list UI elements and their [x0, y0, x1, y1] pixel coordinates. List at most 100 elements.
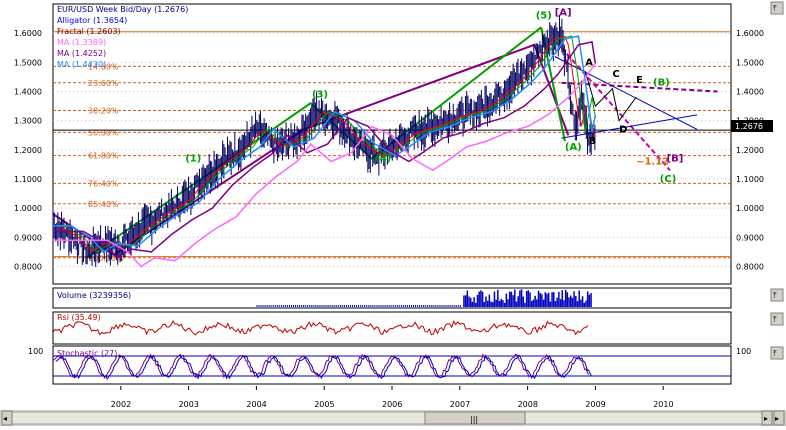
- scroll-left-button[interactable]: [1, 410, 13, 426]
- volume-bar: [485, 296, 487, 307]
- volume-bar: [576, 301, 579, 307]
- volume-bar: [524, 302, 526, 307]
- volume-bar: [556, 297, 558, 307]
- volume-bar: [480, 290, 482, 307]
- volume-bar: [276, 305, 278, 307]
- volume-bar: [495, 299, 497, 307]
- fib-level-label: 38.20%: [88, 106, 119, 115]
- volume-bar: [451, 305, 453, 307]
- wave-label: (A): [565, 142, 582, 153]
- volume-bar: [549, 301, 552, 307]
- price-axis-right[interactable]: 1.60001.50001.40001.30001.20001.10001.00…: [736, 29, 764, 271]
- price-tick-left: 0.9000: [14, 233, 42, 242]
- volume-bar: [514, 289, 516, 307]
- stochastic-panel[interactable]: [52, 345, 732, 385]
- price-tick-left: 1.2000: [14, 146, 42, 155]
- volume-scroll-button[interactable]: ⤒: [770, 288, 784, 302]
- volume-bar: [447, 305, 449, 307]
- purple-projection-line: [561, 81, 718, 93]
- volume-bar: [536, 299, 538, 307]
- rsi-panel[interactable]: [52, 311, 732, 345]
- wave-label: (4): [375, 154, 391, 165]
- volume-bar: [404, 305, 406, 307]
- volume-bar: [425, 305, 427, 307]
- moving-average-line: [53, 41, 597, 259]
- volume-bar: [341, 305, 343, 307]
- volume-bar: [295, 305, 297, 307]
- volume-bar: [356, 305, 358, 307]
- wave-label: (C): [660, 174, 676, 185]
- rsi-scroll-button[interactable]: ⤒: [770, 312, 784, 326]
- volume-bar: [319, 305, 321, 307]
- stochastic-scroll-button[interactable]: ⤒: [770, 346, 784, 360]
- price-tick-left: 1.3000: [14, 117, 42, 126]
- volume-bar: [408, 305, 410, 307]
- wave-label: [B]: [667, 154, 684, 165]
- volume-panel[interactable]: [52, 287, 732, 309]
- volume-bar: [510, 291, 513, 307]
- volume-bar: [547, 292, 550, 307]
- volume-bar: [443, 305, 445, 307]
- volume-bar: [339, 305, 341, 307]
- time-label: 2005: [314, 400, 334, 409]
- volume-bar: [372, 305, 374, 307]
- horizontal-scrollbar[interactable]: ◂ ||| ▸ ▸: [0, 410, 786, 426]
- rsi-label: Rsi (35.49): [57, 313, 101, 322]
- volume-bar: [347, 305, 349, 307]
- zoom-button[interactable]: [773, 410, 785, 426]
- volume-bar: [268, 305, 270, 307]
- volume-bar: [309, 305, 311, 307]
- volume-bar: [299, 305, 301, 307]
- volume-bar: [588, 294, 591, 307]
- volume-bar: [561, 290, 563, 307]
- volume-bar: [258, 305, 260, 307]
- stochastic-label: Stochastic (27): [57, 349, 117, 358]
- moving-average-line: [53, 35, 597, 253]
- volume-bar: [345, 305, 347, 307]
- wave-label: ~1.12: [636, 156, 669, 167]
- volume-bar: [471, 301, 474, 307]
- wave-label: (3): [312, 89, 328, 100]
- legend-entry: Fractal (1.2603): [57, 27, 121, 36]
- price-tick-right: 1.1000: [736, 175, 764, 184]
- volume-bar: [366, 305, 368, 307]
- volume-bar: [488, 294, 491, 307]
- volume-bar: [264, 305, 266, 307]
- volume-bar: [445, 305, 447, 307]
- scroll-up-button[interactable]: ⤒: [770, 1, 784, 15]
- chart-title: EUR/USD Week Bid/Day (1.2676): [57, 5, 188, 14]
- time-label: 2010: [653, 400, 673, 409]
- wave-label: (B): [653, 78, 670, 89]
- time-axis: 2002 2003 2004 2005 2006 2007 2008 2009 2010: [111, 386, 674, 409]
- volume-bar: [394, 305, 396, 307]
- price-tick-right: 1.5000: [736, 58, 764, 67]
- volume-bar: [558, 291, 560, 307]
- volume-bar: [270, 305, 272, 307]
- chevron-left-icon: ◂: [3, 414, 7, 423]
- volume-bar: [554, 301, 557, 307]
- volume-bar: [569, 295, 572, 307]
- time-label: 2006: [382, 400, 402, 409]
- volume-bar: [583, 302, 586, 307]
- volume-bar: [500, 298, 502, 307]
- volume-bar: [272, 305, 274, 307]
- volume-bar: [386, 305, 388, 307]
- stochastic-left-scale: 100: [28, 347, 43, 356]
- volume-bar: [468, 296, 470, 307]
- volume-bar: [559, 299, 562, 307]
- volume-bar: [449, 305, 451, 307]
- volume-bar: [503, 302, 506, 307]
- price-tick-left: 1.1000: [14, 175, 42, 184]
- time-label: 2003: [179, 400, 199, 409]
- volume-bar: [398, 305, 400, 307]
- volume-bar: [286, 305, 288, 307]
- volume-bar: [469, 297, 472, 307]
- volume-bar: [368, 305, 370, 307]
- zoom-icon: ▸: [775, 414, 779, 423]
- fib-level-label: 76.40%: [88, 179, 119, 188]
- scroll-thumb[interactable]: [424, 411, 526, 425]
- volume-bar: [343, 305, 345, 307]
- scroll-right-button[interactable]: [761, 410, 773, 426]
- price-tick-left: 1.0000: [14, 204, 42, 213]
- wave-label: (1): [185, 154, 201, 165]
